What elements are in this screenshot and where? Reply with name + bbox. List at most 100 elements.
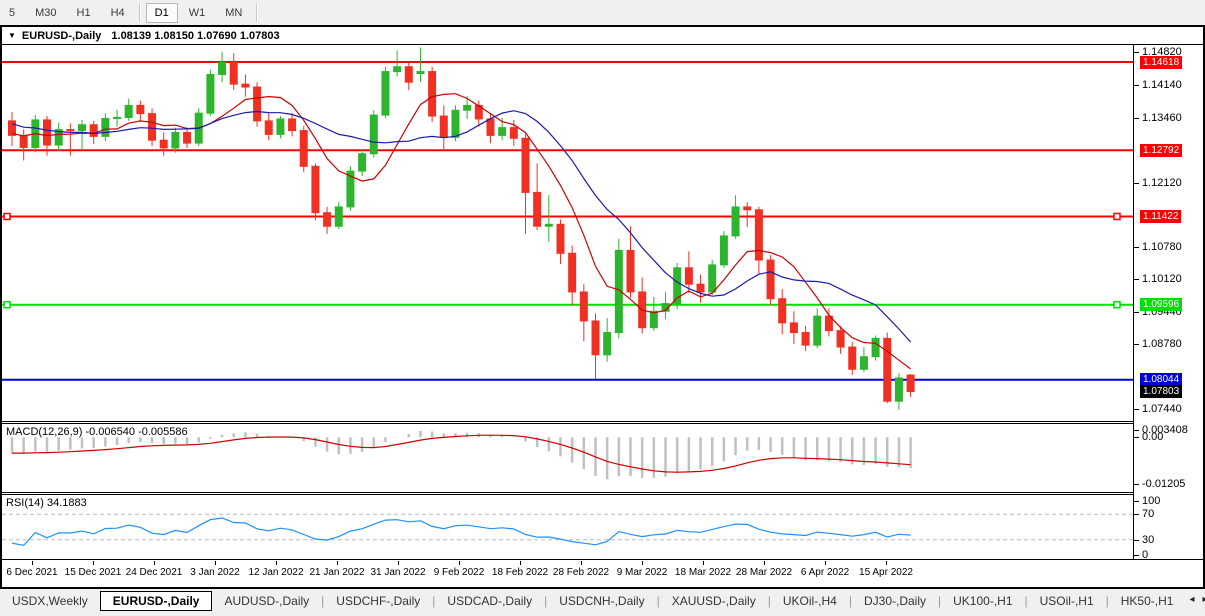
candle (696, 283, 705, 293)
chart-tab-eurusd-daily[interactable]: EURUSD-,Daily (99, 591, 213, 611)
date-tick (886, 561, 887, 565)
candle (731, 206, 740, 237)
date-tick (825, 561, 826, 565)
line-handle[interactable] (3, 300, 11, 309)
candle (253, 86, 262, 122)
chart-tab-uk100-h1[interactable]: UK100-,H1 (953, 594, 1013, 608)
chart-tab-usoil-h1[interactable]: USOil-,H1 (1039, 594, 1094, 608)
candle (241, 83, 250, 88)
chart-tab-audusd-daily[interactable]: AUDUSD-,Daily (224, 594, 310, 608)
candle (101, 117, 110, 137)
candle (591, 320, 600, 356)
tab-scroll-left-icon[interactable]: ◂ (1189, 594, 1195, 605)
candlestick-chart[interactable] (2, 45, 1133, 421)
timeframe-button-m30[interactable]: M30 (35, 6, 57, 19)
candle (486, 118, 495, 136)
axis-tick (1134, 312, 1139, 314)
rsi-label: RSI(14) 34.1883 (6, 497, 87, 509)
candle (848, 346, 857, 370)
date-axis[interactable]: 6 Dec 2021 15 Dec 2021 24 Dec 2021 3 Jan 20… (2, 561, 1133, 585)
line-handle[interactable] (1113, 212, 1121, 221)
rsi-panel[interactable]: RSI(14) 34.1883 (2, 495, 1133, 559)
chart-dropdown-icon[interactable]: ▼ (8, 31, 16, 40)
axis-tick (1134, 501, 1139, 502)
candle (766, 259, 775, 300)
price-chart-panel[interactable] (2, 45, 1133, 421)
date-label: 9 Feb 2022 (433, 567, 485, 578)
tab-scroll-right-icon[interactable]: ▸ (1202, 594, 1205, 605)
date-tick (215, 561, 216, 565)
chart-tabs: USDX,Weekly EURUSD-,Daily AUDUSD-,Daily | US… (0, 589, 1205, 616)
candle (148, 113, 157, 141)
axis-tick (1134, 182, 1139, 184)
axis-tick (1134, 85, 1139, 87)
candle (568, 252, 577, 293)
date-tick (642, 561, 643, 565)
ma-slow-line (11, 110, 912, 343)
candle (789, 322, 798, 334)
axis-label: 1.13460 (1142, 111, 1182, 124)
axis-tick (1134, 484, 1139, 486)
axis-label: 0 (1142, 549, 1149, 561)
chart-tab-usdchf-daily[interactable]: USDCHF-,Daily (336, 594, 421, 608)
candle (556, 223, 565, 254)
tab-divider: | (656, 594, 660, 608)
timeframe-button-w1[interactable]: W1 (188, 6, 206, 19)
price-axis[interactable]: 1.14820 1.14140 1.13460 1.12120 1.10780 1.101… (1133, 45, 1203, 561)
chart-tab-dj30-daily[interactable]: DJ30-,Daily (863, 594, 926, 608)
panel-splitter[interactable] (2, 492, 1203, 495)
macd-panel[interactable]: MACD(12,26,9) -0.006540 -0.005586 (2, 424, 1133, 492)
chart-tab-xauusd-daily[interactable]: XAUUSD-,Daily (671, 594, 756, 608)
chart-tab-ukoil-h4[interactable]: UKOil-,H4 (782, 594, 837, 608)
chart-tab-hk50-h1[interactable]: HK50-,H1 (1120, 594, 1174, 608)
date-tick (398, 561, 399, 565)
candle (346, 170, 355, 208)
date-label: 31 Jan 2022 (370, 567, 426, 578)
chart-tab-usdx-weekly[interactable]: USDX,Weekly (12, 594, 88, 608)
candle (323, 212, 332, 227)
timeframe-button-d1[interactable]: D1 (145, 2, 178, 23)
candle (311, 165, 320, 214)
chart-tab-usdcnh-daily[interactable]: USDCNH-,Daily (559, 594, 645, 608)
axis-label: 100 (1142, 495, 1161, 507)
axis-label: 1.14820 (1142, 46, 1182, 59)
candle (218, 61, 227, 75)
timeframe-button-h1[interactable]: H1 (76, 6, 91, 19)
candle (684, 267, 693, 285)
tab-divider: | (1024, 594, 1028, 608)
axis-label: 1.10120 (1142, 273, 1182, 286)
timeframe-button-h4[interactable]: H4 (110, 6, 125, 19)
candle (159, 139, 168, 149)
rsi-line (11, 517, 911, 547)
chart-ohlc-values: 1.08139 1.08150 1.07690 1.07803 (111, 29, 280, 42)
candle (439, 115, 448, 138)
price-badge: 1.12792 (1140, 143, 1183, 157)
line-handle[interactable] (3, 212, 11, 221)
candle (614, 249, 623, 334)
candle (276, 118, 285, 135)
price-badge: 1.14618 (1140, 55, 1183, 69)
timeframe-button-mn[interactable]: MN (225, 6, 243, 19)
candle (708, 264, 717, 293)
axis-tick (1134, 555, 1139, 556)
chart-tab-usdcad-daily[interactable]: USDCAD-,Daily (447, 594, 533, 608)
axis-tick (1134, 52, 1139, 54)
candle (393, 66, 402, 73)
macd-chart (10, 430, 912, 480)
timeframe-button-5[interactable]: 5 (9, 6, 16, 19)
line-handle[interactable] (1113, 300, 1121, 309)
candle (871, 337, 880, 358)
panel-splitter[interactable] (2, 421, 1203, 424)
date-label: 18 Feb 2022 (491, 567, 549, 578)
price-badge: 1.11422 (1140, 209, 1182, 223)
candle (906, 374, 915, 393)
candle (381, 71, 390, 116)
axis-label: 0.00 (1142, 431, 1164, 444)
axis-label: 0.003408 (1142, 424, 1188, 436)
axis-tick (1134, 344, 1139, 346)
date-label: 15 Dec 2021 (64, 567, 122, 578)
candle (8, 120, 16, 136)
date-tick (276, 561, 277, 565)
tab-divider: | (544, 594, 548, 608)
